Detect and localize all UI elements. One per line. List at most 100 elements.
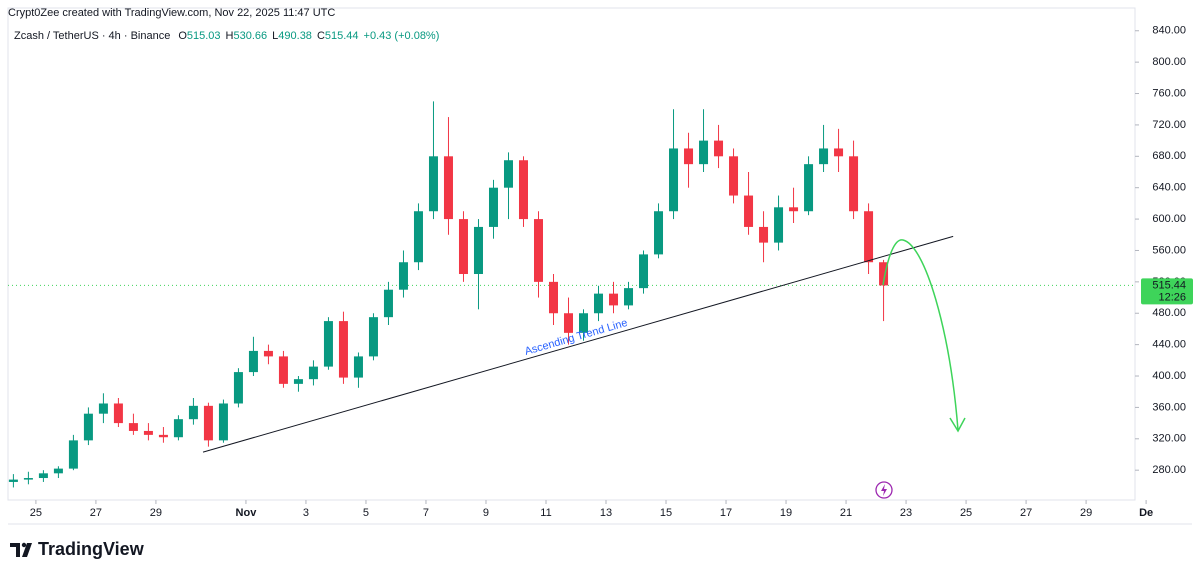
candle-body — [714, 140, 724, 157]
ohlc-value: 515.03 — [187, 30, 221, 42]
ohlc-label: H — [226, 30, 234, 42]
y-tick-label: 640.00 — [1152, 182, 1186, 194]
x-tick-label: 27 — [1020, 507, 1032, 519]
candle-body — [834, 148, 844, 157]
candle-body — [23, 478, 33, 480]
candle-body — [53, 468, 63, 474]
candle-body — [83, 413, 93, 441]
candle-body — [849, 156, 859, 212]
candle-body — [774, 207, 784, 243]
ohlc-label: O — [178, 30, 187, 42]
x-tick-label: 19 — [780, 507, 792, 519]
ohlc-value: 515.44 — [325, 30, 359, 42]
candle-body — [383, 289, 393, 318]
x-tick-label: 3 — [303, 507, 309, 519]
x-tick-label: 25 — [960, 507, 972, 519]
candle-body — [804, 164, 814, 212]
candle-body — [263, 350, 273, 357]
candle-body — [173, 419, 183, 438]
candle-body — [353, 356, 363, 378]
candle-body — [473, 226, 483, 275]
x-tick-label: 11 — [540, 507, 551, 519]
x-tick-label: 23 — [900, 507, 912, 519]
candle-body — [38, 473, 48, 479]
attribution: Crypt0Zee created with TradingView.com, … — [8, 7, 335, 19]
candle-body — [368, 317, 378, 357]
candle-body — [128, 423, 138, 431]
candle-body — [143, 430, 153, 435]
candle-body — [443, 156, 453, 220]
candle-body — [563, 313, 574, 333]
candle-body — [398, 262, 408, 290]
x-tick-label: 15 — [660, 507, 672, 519]
candle-body — [188, 405, 198, 420]
candle-body — [624, 288, 634, 306]
candle-body — [789, 207, 799, 212]
candle-body — [488, 187, 498, 227]
candle-body — [338, 321, 348, 378]
candle-body — [293, 379, 303, 384]
candle-body — [654, 211, 664, 255]
candle-body — [8, 479, 18, 482]
countdown: 12:26 — [1158, 291, 1186, 303]
y-tick-label: 760.00 — [1152, 87, 1186, 99]
candle-body — [639, 254, 649, 289]
ohlc-value: 530.66 — [234, 30, 268, 42]
x-tick-label: Nov — [236, 507, 258, 519]
y-tick-label: 480.00 — [1152, 307, 1186, 319]
y-tick-label: 320.00 — [1152, 433, 1186, 445]
x-tick-label: 29 — [1080, 507, 1092, 519]
trend-line — [202, 235, 954, 453]
candle-body — [98, 403, 108, 414]
candle-body — [503, 160, 513, 188]
event-icon — [875, 481, 893, 499]
candle-body — [233, 372, 243, 404]
ohlc-value: 490.38 — [278, 30, 312, 42]
x-tick-label: 13 — [600, 507, 612, 519]
candle-body — [413, 211, 423, 263]
candle-body — [579, 313, 589, 333]
y-tick-label: 360.00 — [1152, 401, 1186, 413]
candle-body — [594, 293, 604, 314]
y-tick-label: 840.00 — [1152, 25, 1186, 37]
ohlc-label: L — [272, 30, 278, 42]
x-tick-label: 17 — [720, 507, 732, 519]
symbol: Zcash / TetherUS · 4h · Binance — [14, 30, 170, 42]
symbol-legend: Zcash / TetherUS · 4h · Binance O515.03 H5… — [14, 30, 439, 42]
candle-body — [518, 160, 528, 220]
candle-body — [308, 366, 318, 380]
y-tick-label: 720.00 — [1152, 119, 1186, 131]
candle-body — [203, 405, 213, 441]
candle-body — [458, 219, 468, 275]
candle-body — [158, 434, 168, 438]
y-tick-label: 600.00 — [1152, 213, 1186, 225]
candle-body — [669, 148, 679, 212]
candle-body — [428, 156, 438, 212]
candle-body — [684, 148, 694, 165]
y-tick-label: 560.00 — [1152, 244, 1186, 256]
candle-body — [699, 140, 709, 165]
y-tick-label: 280.00 — [1152, 464, 1186, 476]
candle-body — [113, 403, 123, 424]
x-tick-label: 9 — [483, 507, 489, 519]
candle-body — [729, 156, 739, 196]
ohlc-label: C — [317, 30, 325, 42]
candle-body — [819, 148, 829, 165]
candle-body — [609, 293, 619, 306]
y-tick-label: 400.00 — [1152, 370, 1186, 382]
brand-name: TradingView — [38, 539, 145, 559]
candle-body — [759, 226, 769, 243]
projection-arrow-head — [949, 417, 966, 433]
candle-body — [533, 219, 543, 282]
candle-body — [323, 321, 333, 367]
last-price-tag — [1141, 278, 1193, 305]
candle-body — [68, 440, 78, 469]
candle-body — [864, 211, 874, 263]
candle-body — [879, 262, 889, 286]
brand-logo — [10, 542, 32, 557]
x-tick-label: De — [1139, 507, 1153, 519]
candle-body — [248, 350, 258, 373]
y-tick-label: 440.00 — [1152, 339, 1186, 351]
last-price-label: 515.44 — [1152, 279, 1186, 291]
candle-body — [548, 281, 558, 314]
